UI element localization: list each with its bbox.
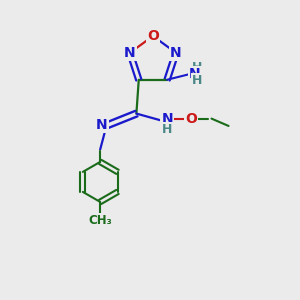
Text: N: N: [170, 46, 182, 60]
Text: O: O: [185, 112, 197, 126]
Text: N: N: [124, 46, 136, 60]
Text: N: N: [189, 68, 201, 81]
Text: H: H: [192, 61, 202, 74]
Text: CH₃: CH₃: [88, 214, 112, 227]
Text: N: N: [96, 118, 108, 132]
Text: H: H: [192, 74, 202, 87]
Text: H: H: [162, 123, 172, 136]
Text: O: O: [147, 29, 159, 43]
Text: N: N: [161, 112, 173, 126]
